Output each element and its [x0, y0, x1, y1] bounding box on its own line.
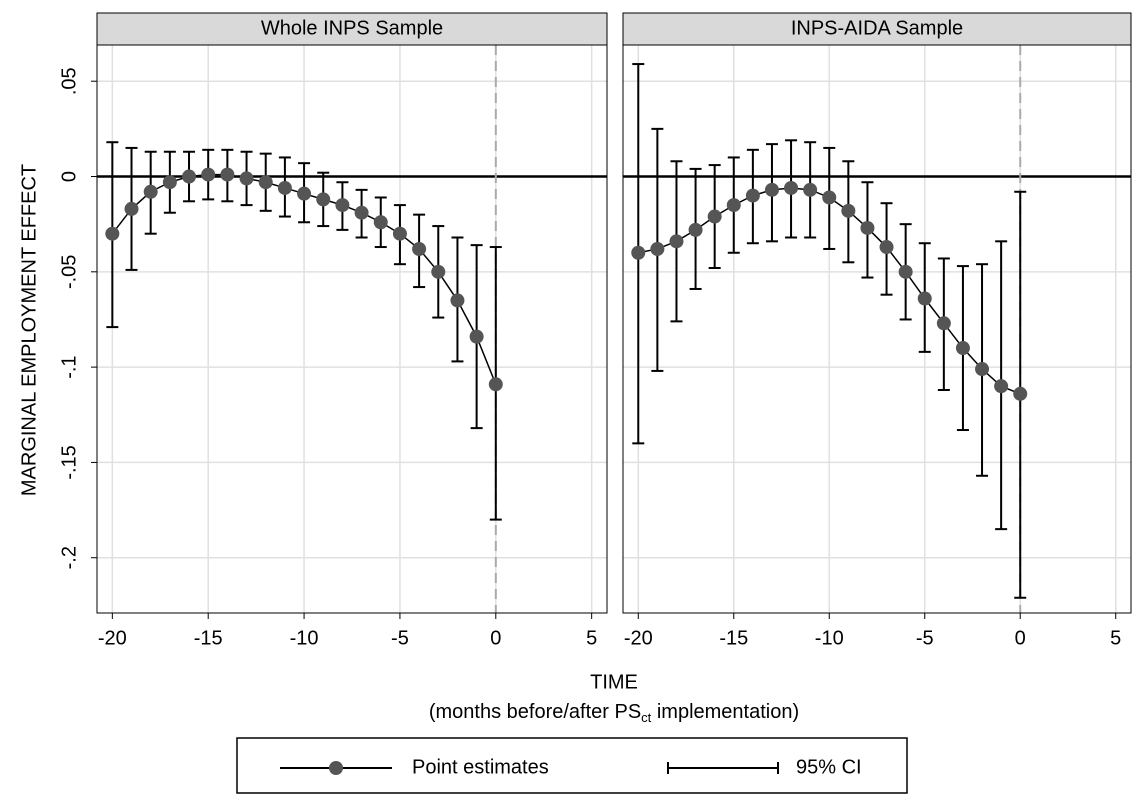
legend-marker — [329, 761, 343, 775]
point-estimate — [201, 167, 216, 182]
point-estimate — [297, 186, 312, 201]
point-estimate — [182, 169, 197, 184]
point-estimate — [822, 190, 837, 205]
point-estimate — [239, 171, 254, 186]
y-tick-label: .05 — [58, 67, 80, 95]
y-tick-label: -.2 — [58, 546, 80, 569]
x-tick-label: -10 — [290, 627, 319, 649]
point-estimate — [354, 205, 369, 220]
note-subscript: ct — [641, 710, 652, 725]
x-axis-note: (months before/after PSct implementation… — [429, 701, 799, 725]
point-estimate — [373, 215, 388, 230]
x-tick-label: 5 — [1110, 627, 1121, 649]
point-estimate — [860, 220, 875, 235]
point-estimate — [316, 192, 331, 207]
legend-label: 95% CI — [796, 756, 862, 778]
x-tick-label: 0 — [490, 627, 501, 649]
y-tick-label: -.15 — [58, 445, 80, 479]
point-estimate — [277, 180, 292, 195]
y-tick-label: -.1 — [58, 355, 80, 378]
plot-frame — [96, 44, 608, 614]
note-text: (months before/after PS — [429, 701, 641, 723]
x-tick-label: 5 — [586, 627, 597, 649]
point-estimate — [650, 241, 665, 256]
x-tick-label: -5 — [916, 627, 934, 649]
point-estimate — [469, 329, 484, 344]
point-estimate — [898, 264, 913, 279]
note-text: implementation) — [651, 701, 799, 723]
point-estimate — [688, 222, 703, 237]
x-tick-label: -15 — [194, 627, 223, 649]
x-tick-label: -5 — [391, 627, 409, 649]
x-tick-label: -10 — [815, 627, 844, 649]
point-estimate — [764, 182, 779, 197]
panel-header — [622, 12, 1132, 46]
point-estimate — [669, 234, 684, 249]
x-tick-label: -20 — [624, 627, 653, 649]
point-estimate — [124, 201, 139, 216]
x-tick-label: -15 — [719, 627, 748, 649]
point-estimate — [631, 245, 646, 260]
point-estimate — [784, 180, 799, 195]
point-estimate — [412, 241, 427, 256]
point-estimate — [488, 377, 503, 392]
legend-label: Point estimates — [412, 756, 549, 778]
point-estimate — [917, 291, 932, 306]
point-estimate — [392, 226, 407, 241]
point-estimate — [726, 198, 741, 213]
point-estimate — [955, 341, 970, 356]
point-estimate — [841, 203, 856, 218]
point-estimate — [936, 316, 951, 331]
plot-frame — [622, 44, 1132, 614]
panel-title: INPS-AIDA Sample — [791, 17, 963, 39]
x-axis-label: TIME — [590, 671, 638, 693]
y-tick-label: -.05 — [58, 255, 80, 289]
x-tick-label: 0 — [1015, 627, 1026, 649]
point-estimate — [707, 209, 722, 224]
point-estimate — [879, 240, 894, 255]
legend-box — [236, 737, 908, 794]
point-estimate — [431, 264, 446, 279]
point-estimate — [220, 167, 235, 182]
panel-title: Whole INPS Sample — [261, 17, 443, 39]
point-estimate — [803, 182, 818, 197]
y-tick-label: 0 — [58, 171, 80, 182]
point-estimate — [450, 293, 465, 308]
point-estimate — [994, 379, 1009, 394]
point-estimate — [745, 188, 760, 203]
point-estimate — [105, 226, 120, 241]
point-estimate — [975, 362, 990, 377]
x-tick-label: -20 — [98, 627, 127, 649]
point-estimate — [258, 175, 273, 190]
point-estimate — [1013, 386, 1028, 401]
point-estimate — [162, 175, 177, 190]
point-estimate — [335, 198, 350, 213]
point-estimate — [143, 184, 158, 199]
y-axis-label: MARGINAL EMPLOYMENT EFFECT — [18, 164, 40, 496]
